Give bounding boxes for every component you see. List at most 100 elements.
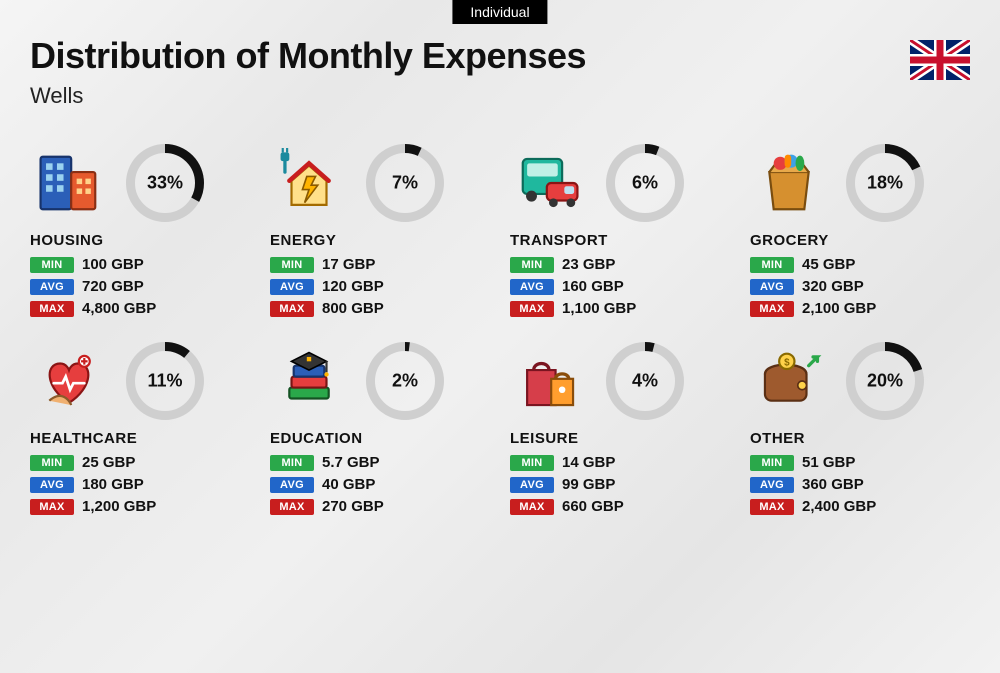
- avg-badge: AVG: [30, 279, 74, 295]
- healthcare-icon: [30, 342, 108, 420]
- avg-value: 99 GBP: [562, 476, 615, 493]
- transport-icon: [510, 144, 588, 222]
- uk-flag-icon: [910, 40, 970, 80]
- stat-avg: AVG 720 GBP: [30, 278, 250, 295]
- category-name: GROCERY: [750, 232, 970, 249]
- stat-max: MAX 2,100 GBP: [750, 300, 970, 317]
- category-card-leisure: 4% LEISURE MIN 14 GBP AVG 99 GBP MAX 660…: [510, 342, 730, 520]
- min-value: 51 GBP: [802, 454, 855, 471]
- page-title: Distribution of Monthly Expenses: [30, 35, 970, 77]
- stat-min: MIN 51 GBP: [750, 454, 970, 471]
- percent-label: 18%: [867, 173, 903, 194]
- stat-max: MAX 270 GBP: [270, 498, 490, 515]
- min-badge: MIN: [750, 455, 794, 471]
- max-badge: MAX: [750, 301, 794, 317]
- percent-donut: 6%: [606, 144, 684, 222]
- avg-badge: AVG: [270, 279, 314, 295]
- stat-min: MIN 100 GBP: [30, 256, 250, 273]
- stat-avg: AVG 360 GBP: [750, 476, 970, 493]
- avg-value: 160 GBP: [562, 278, 624, 295]
- min-value: 100 GBP: [82, 256, 144, 273]
- avg-value: 320 GBP: [802, 278, 864, 295]
- max-value: 800 GBP: [322, 300, 384, 317]
- category-name: HOUSING: [30, 232, 250, 249]
- percent-donut: 7%: [366, 144, 444, 222]
- stat-avg: AVG 99 GBP: [510, 476, 730, 493]
- stat-min: MIN 25 GBP: [30, 454, 250, 471]
- grocery-icon: [750, 144, 828, 222]
- max-value: 4,800 GBP: [82, 300, 156, 317]
- stat-avg: AVG 160 GBP: [510, 278, 730, 295]
- max-badge: MAX: [30, 499, 74, 515]
- category-card-education: 2% EDUCATION MIN 5.7 GBP AVG 40 GBP MAX …: [270, 342, 490, 520]
- min-value: 25 GBP: [82, 454, 135, 471]
- min-value: 23 GBP: [562, 256, 615, 273]
- percent-donut: 20%: [846, 342, 924, 420]
- stat-avg: AVG 120 GBP: [270, 278, 490, 295]
- percent-donut: 11%: [126, 342, 204, 420]
- avg-value: 720 GBP: [82, 278, 144, 295]
- max-value: 1,200 GBP: [82, 498, 156, 515]
- percent-donut: 2%: [366, 342, 444, 420]
- stat-min: MIN 14 GBP: [510, 454, 730, 471]
- category-card-housing: 33% HOUSING MIN 100 GBP AVG 720 GBP MAX …: [30, 144, 250, 322]
- min-value: 45 GBP: [802, 256, 855, 273]
- min-value: 14 GBP: [562, 454, 615, 471]
- other-icon: $: [750, 342, 828, 420]
- category-name: ENERGY: [270, 232, 490, 249]
- category-card-transport: 6% TRANSPORT MIN 23 GBP AVG 160 GBP MAX …: [510, 144, 730, 322]
- avg-badge: AVG: [510, 477, 554, 493]
- min-value: 17 GBP: [322, 256, 375, 273]
- avg-badge: AVG: [270, 477, 314, 493]
- stat-min: MIN 45 GBP: [750, 256, 970, 273]
- max-badge: MAX: [30, 301, 74, 317]
- avg-badge: AVG: [510, 279, 554, 295]
- avg-value: 360 GBP: [802, 476, 864, 493]
- percent-donut: 18%: [846, 144, 924, 222]
- stat-avg: AVG 40 GBP: [270, 476, 490, 493]
- category-card-energy: 7% ENERGY MIN 17 GBP AVG 120 GBP MAX 800…: [270, 144, 490, 322]
- stat-avg: AVG 320 GBP: [750, 278, 970, 295]
- category-name: EDUCATION: [270, 430, 490, 447]
- page-subtitle: Wells: [30, 83, 970, 109]
- percent-label: 20%: [867, 371, 903, 392]
- housing-icon: [30, 144, 108, 222]
- categories-grid: 33% HOUSING MIN 100 GBP AVG 720 GBP MAX …: [0, 119, 1000, 540]
- min-badge: MIN: [750, 257, 794, 273]
- category-card-other: $ 20% OTHER MIN 51 GBP AVG 360 GBP MAX 2…: [750, 342, 970, 520]
- max-value: 1,100 GBP: [562, 300, 636, 317]
- max-value: 2,400 GBP: [802, 498, 876, 515]
- max-badge: MAX: [270, 301, 314, 317]
- percent-label: 4%: [632, 371, 658, 392]
- percent-label: 11%: [147, 371, 182, 392]
- min-badge: MIN: [30, 455, 74, 471]
- max-badge: MAX: [270, 499, 314, 515]
- category-name: HEALTHCARE: [30, 430, 250, 447]
- min-badge: MIN: [510, 257, 554, 273]
- max-badge: MAX: [510, 499, 554, 515]
- category-name: LEISURE: [510, 430, 730, 447]
- max-value: 270 GBP: [322, 498, 384, 515]
- stat-max: MAX 1,200 GBP: [30, 498, 250, 515]
- percent-label: 7%: [392, 173, 418, 194]
- avg-badge: AVG: [30, 477, 74, 493]
- percent-label: 2%: [392, 371, 418, 392]
- energy-icon: [270, 144, 348, 222]
- min-badge: MIN: [270, 455, 314, 471]
- stat-min: MIN 17 GBP: [270, 256, 490, 273]
- min-badge: MIN: [30, 257, 74, 273]
- avg-badge: AVG: [750, 477, 794, 493]
- max-value: 2,100 GBP: [802, 300, 876, 317]
- avg-value: 40 GBP: [322, 476, 375, 493]
- individual-badge: Individual: [452, 0, 547, 24]
- stat-max: MAX 4,800 GBP: [30, 300, 250, 317]
- leisure-icon: [510, 342, 588, 420]
- stat-min: MIN 5.7 GBP: [270, 454, 490, 471]
- stat-avg: AVG 180 GBP: [30, 476, 250, 493]
- min-badge: MIN: [270, 257, 314, 273]
- stat-max: MAX 2,400 GBP: [750, 498, 970, 515]
- category-card-healthcare: 11% HEALTHCARE MIN 25 GBP AVG 180 GBP MA…: [30, 342, 250, 520]
- max-badge: MAX: [510, 301, 554, 317]
- stat-max: MAX 660 GBP: [510, 498, 730, 515]
- category-card-grocery: 18% GROCERY MIN 45 GBP AVG 320 GBP MAX 2…: [750, 144, 970, 322]
